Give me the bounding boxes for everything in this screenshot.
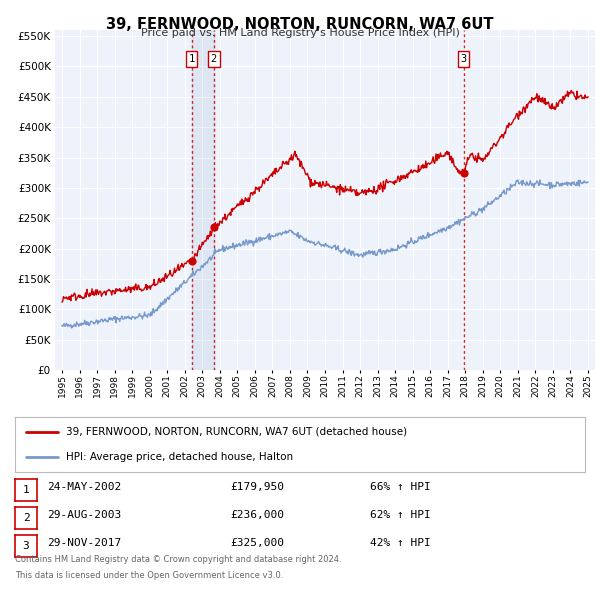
Bar xyxy=(192,30,214,370)
Text: £236,000: £236,000 xyxy=(230,510,284,520)
Text: 42% ↑ HPI: 42% ↑ HPI xyxy=(370,538,431,548)
Text: 66% ↑ HPI: 66% ↑ HPI xyxy=(370,482,431,492)
Text: 1: 1 xyxy=(188,54,195,64)
Text: £325,000: £325,000 xyxy=(230,538,284,548)
Text: 2: 2 xyxy=(23,513,29,523)
Text: Contains HM Land Registry data © Crown copyright and database right 2024.: Contains HM Land Registry data © Crown c… xyxy=(15,555,341,564)
Point xyxy=(459,168,469,178)
Text: 3: 3 xyxy=(23,541,29,551)
Point xyxy=(187,256,197,266)
Text: 29-NOV-2017: 29-NOV-2017 xyxy=(47,538,121,548)
Text: 2: 2 xyxy=(211,54,217,64)
Text: 39, FERNWOOD, NORTON, RUNCORN, WA7 6UT (detached house): 39, FERNWOOD, NORTON, RUNCORN, WA7 6UT (… xyxy=(66,427,407,437)
Text: 24-MAY-2002: 24-MAY-2002 xyxy=(47,482,121,492)
Point xyxy=(209,222,218,231)
Text: 1: 1 xyxy=(23,485,29,495)
Text: 62% ↑ HPI: 62% ↑ HPI xyxy=(370,510,431,520)
Text: This data is licensed under the Open Government Licence v3.0.: This data is licensed under the Open Gov… xyxy=(15,571,283,580)
Text: 3: 3 xyxy=(461,54,467,64)
Text: HPI: Average price, detached house, Halton: HPI: Average price, detached house, Halt… xyxy=(66,452,293,462)
Text: 29-AUG-2003: 29-AUG-2003 xyxy=(47,510,121,520)
Text: £179,950: £179,950 xyxy=(230,482,284,492)
Text: Price paid vs. HM Land Registry's House Price Index (HPI): Price paid vs. HM Land Registry's House … xyxy=(140,28,460,38)
Text: 39, FERNWOOD, NORTON, RUNCORN, WA7 6UT: 39, FERNWOOD, NORTON, RUNCORN, WA7 6UT xyxy=(106,17,494,31)
